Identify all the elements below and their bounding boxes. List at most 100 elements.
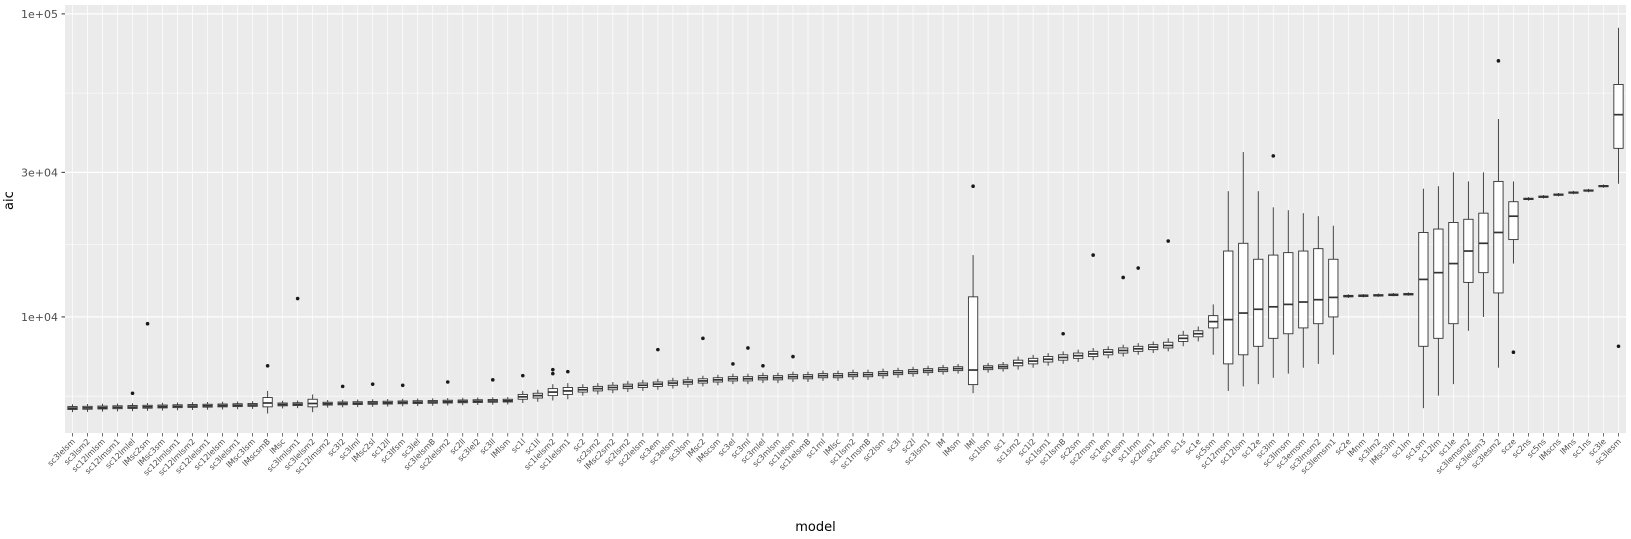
boxplot: [1058, 331, 1069, 364]
outlier-point: [746, 346, 750, 350]
boxplot: [877, 368, 889, 379]
boxplot: [472, 397, 483, 406]
outlier-point: [1496, 59, 1501, 63]
boxplot: [1133, 266, 1144, 355]
y-axis-title: aic: [2, 191, 17, 210]
boxplot: [532, 389, 543, 402]
boxplot: [1538, 195, 1549, 199]
boxplot: [1268, 154, 1279, 378]
boxplot: [172, 402, 183, 411]
boxplot: [622, 380, 633, 393]
x-axis: sc3lelsmsc3lsm2sc12lmlsmsc12lmsm1sc12lml…: [46, 433, 1623, 477]
boxplot: [862, 369, 874, 380]
boxplot: [937, 364, 949, 375]
boxplot: [1328, 225, 1339, 355]
boxplot: [157, 402, 168, 411]
boxplot: [952, 363, 964, 374]
boxplot: [1313, 216, 1324, 364]
boxplot: [817, 370, 829, 381]
boxplot: [1118, 275, 1129, 357]
boxplot: [82, 404, 93, 412]
outlier-point: [1271, 154, 1276, 158]
boxplot: [907, 366, 919, 377]
boxplot: [742, 346, 754, 385]
boxplot: [397, 383, 408, 407]
boxplot: [247, 401, 258, 409]
boxplot: [1343, 294, 1354, 298]
outlier-point: [400, 383, 405, 388]
outlier-point: [490, 378, 495, 382]
outlier-point: [265, 363, 270, 368]
boxplot: [517, 373, 528, 403]
boxplot: [127, 391, 138, 412]
boxplot: [1028, 354, 1039, 368]
boxplot: [322, 399, 333, 408]
boxplot: [1298, 213, 1309, 368]
y-tick-label: 1e+05: [21, 8, 58, 21]
y-tick-label: 3e+04: [21, 166, 58, 179]
boxplot: [1253, 191, 1264, 385]
outlier-point: [551, 367, 555, 372]
boxplot: [772, 372, 784, 384]
boxplot: [787, 354, 799, 382]
outlier-point: [445, 380, 450, 384]
boxplot: [1613, 27, 1624, 349]
outlier-point: [145, 321, 150, 326]
outlier-point: [656, 347, 660, 352]
boxplot: [502, 397, 513, 405]
boxplot: [1523, 197, 1534, 201]
boxplot: [1553, 192, 1564, 197]
outlier-point: [731, 362, 735, 366]
boxplot: [1208, 304, 1219, 355]
outlier-point: [701, 336, 705, 341]
boxplot: [382, 399, 393, 407]
boxplot: [592, 383, 603, 395]
boxplot: [1433, 186, 1444, 396]
boxplot: [292, 296, 303, 409]
boxplot: [832, 370, 844, 381]
boxplot: [337, 384, 348, 408]
boxplot: [1358, 294, 1369, 298]
boxplot: [1283, 210, 1294, 374]
y-tick-label: 1e+04: [21, 311, 58, 324]
boxplot: [1493, 59, 1504, 368]
boxplot: [277, 400, 288, 409]
boxplot: [1403, 292, 1414, 296]
boxplot: [142, 321, 153, 411]
boxplot: [1043, 353, 1054, 366]
outlier-point: [1121, 275, 1125, 280]
boxplot: [922, 365, 934, 376]
boxplot: [457, 397, 468, 406]
boxplot: [667, 377, 678, 389]
boxplot: [802, 371, 814, 382]
boxplot: [1478, 172, 1489, 317]
boxplot: [202, 401, 213, 410]
boxplot: [217, 401, 228, 410]
boxplot: [427, 398, 438, 406]
boxplot: [547, 367, 558, 401]
boxplot: [1238, 152, 1249, 387]
boxplot: [187, 402, 198, 411]
outlier-point: [1616, 344, 1621, 349]
outlier-point: [520, 373, 525, 378]
boxplot: [307, 394, 318, 413]
boxplot: [1013, 356, 1024, 370]
outlier-point: [1061, 331, 1065, 336]
boxplot: [1178, 330, 1189, 347]
boxplot: [412, 398, 423, 407]
boxplot: [1223, 191, 1234, 391]
boxplot: [682, 376, 694, 388]
major-gridlines: [65, 13, 1626, 318]
boxplot: [892, 367, 904, 378]
plot-panel: [65, 5, 1626, 433]
boxplot: [1193, 326, 1204, 342]
boxplot: [577, 384, 588, 396]
boxplot: [1463, 181, 1474, 331]
minor-gridlines: [65, 92, 1626, 397]
boxplot: [1103, 346, 1114, 359]
boxplot: [562, 369, 573, 400]
boxplot: [112, 403, 123, 412]
boxplot: [1088, 253, 1099, 361]
